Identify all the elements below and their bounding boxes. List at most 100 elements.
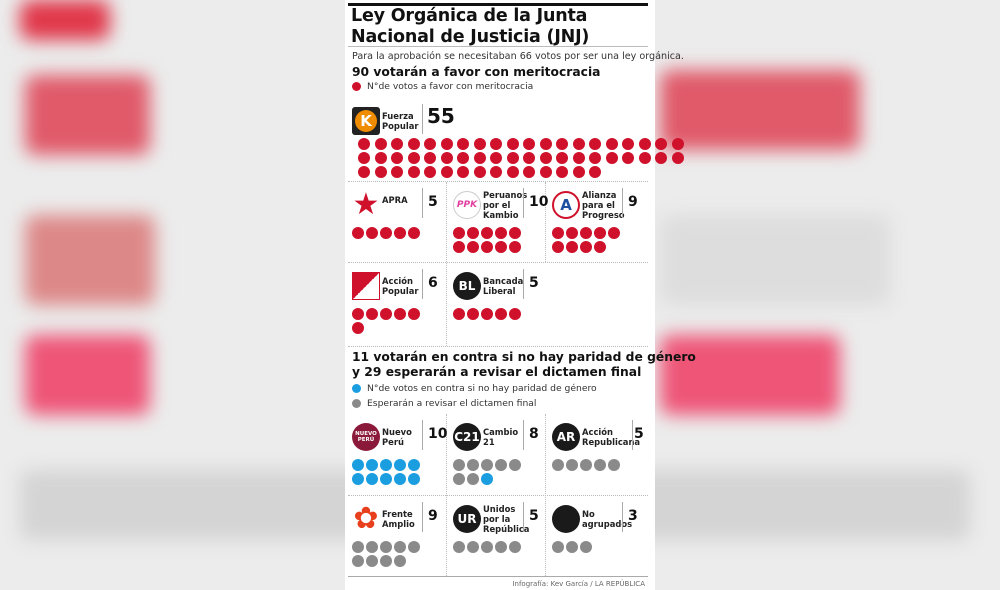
legend-favor: N°de votos a favor con meritocracia [352,81,533,92]
vote-dot-favor [495,241,507,253]
party-name: Acción Popular [382,276,419,296]
party-name: Nuevo Perú [382,427,412,447]
vote-dot-favor [671,152,684,164]
divider [348,346,648,347]
vote-dot-favor [589,166,601,178]
legend-dot-blue [352,384,361,393]
vote-dot-favor [490,152,502,164]
party-votes: 5 [428,194,438,210]
vote-dot-favor [366,227,378,239]
vote-dot-contra [481,473,493,485]
vote-dot-espera [566,459,578,471]
vote-dot-espera [580,541,592,553]
vote-dot-espera [380,555,392,567]
blurred-background [660,70,860,150]
party-votes: 8 [529,426,539,442]
party-logo-icon: UR [453,505,481,533]
vote-dot-espera [380,541,392,553]
party-votes: 55 [427,104,455,128]
vote-dot-favor [407,166,420,178]
party-logo-icon: ✿ [353,501,379,536]
party-name: Bancada Liberal [483,276,524,296]
party-logo-icon: A [552,191,580,219]
legend-espera: Esperarán a revisar el dictamen final [352,398,536,409]
vote-dot-espera [481,459,493,471]
footer-rule [348,576,648,577]
separator [632,420,633,450]
vote-dot-favor [638,152,651,164]
separator [523,269,524,299]
party-name: Acción Republicana [582,427,641,447]
vote-dot-favor [457,152,469,164]
vote-dot-espera [481,541,493,553]
vote-dot-espera [467,459,479,471]
vote-dot-favor [589,152,601,164]
vote-dot-favor [622,152,634,164]
infographic: Ley Orgánica de la Junta Nacional de Jus… [345,0,696,590]
vote-dot-contra [352,473,364,485]
party-logo-icon: PPK [453,191,481,219]
party-votes: 5 [529,275,539,291]
vote-dot-favor [506,152,519,164]
blurred-background [25,75,150,155]
party-votes: 9 [428,508,438,524]
vote-dot-contra [366,473,378,485]
party-name: Alianza para el Progreso [582,190,625,220]
vote-dot-favor [408,227,420,239]
party-votes: 5 [634,426,644,442]
vote-dot-favor [605,152,618,164]
title-line: Nacional de Justicia (JNJ) [351,27,590,47]
vote-dot-favor [374,152,387,164]
vote-dot-favor [655,138,667,150]
vote-dot-favor [556,138,568,150]
vote-dot-favor [539,152,552,164]
vote-dot-espera [495,459,507,471]
party-name: No agrupados [582,509,633,529]
subtitle: Para la aprobación se necesitaban 66 vot… [352,51,684,62]
vote-dot-favor [572,152,585,164]
party-votes: 6 [428,275,438,291]
legend-dot-red [352,82,361,91]
vote-dot-favor [408,308,420,320]
vote-dot-favor [509,241,521,253]
divider [545,182,546,262]
vote-dot-favor [453,308,465,320]
party-name: Unidos por la República [483,504,530,534]
vote-dot-contra [408,459,420,471]
party-votes: 10 [428,426,448,442]
vote-dot-favor [407,152,420,164]
vote-dot-favor [467,308,479,320]
vote-dot-contra [366,459,378,471]
vote-dot-favor [440,152,453,164]
separator [422,420,423,450]
vote-dot-espera [495,541,507,553]
heading-line: 11 votarán en contra si no hay paridad d… [352,350,696,364]
vote-dot-favor [572,138,585,150]
vote-dot-espera [594,459,606,471]
legend-contra: N°de votos en contra si no hay paridad d… [352,383,597,394]
vote-dot-favor [374,166,387,178]
vote-dot-favor [391,152,403,164]
vote-dot-favor [556,166,568,178]
vote-dot-espera [467,473,479,485]
vote-dot-espera [566,541,578,553]
vote-dot-favor [552,241,564,253]
vote-dot-contra [380,459,392,471]
vote-dot-espera [467,541,479,553]
party-logo-icon [352,272,380,300]
vote-dot-favor [467,227,479,239]
vote-dot-favor [509,308,521,320]
vote-dot-favor [566,241,578,253]
vote-dot-favor [481,241,493,253]
vote-dot-favor [506,138,519,150]
vote-dot-favor [638,138,651,150]
vote-dot-espera [608,459,620,471]
vote-dot-espera [352,555,364,567]
vote-dot-favor [358,138,370,150]
vote-dot-favor [556,152,568,164]
legend-dot-gray [352,399,361,408]
vote-dot-favor [457,166,469,178]
blurred-background [660,335,840,415]
vote-dot-espera [552,541,564,553]
vote-dot-favor [655,152,667,164]
